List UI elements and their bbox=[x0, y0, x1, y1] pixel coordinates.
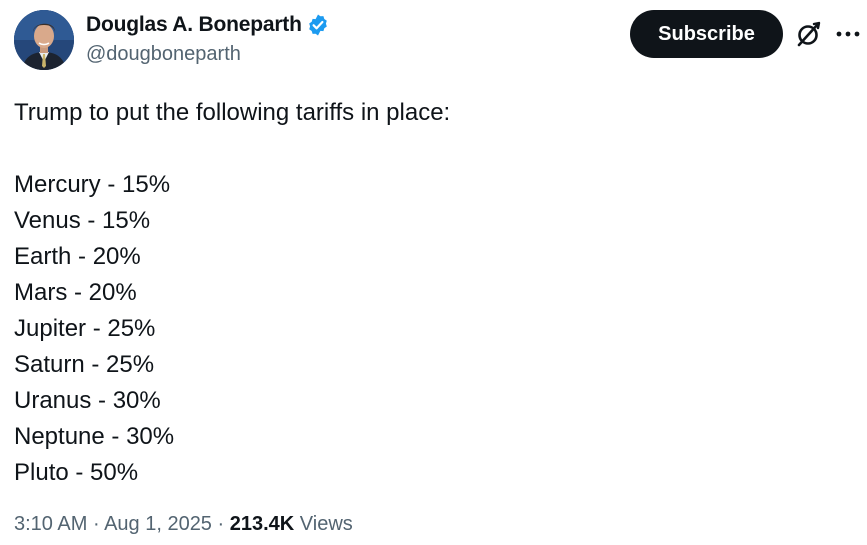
grok-icon[interactable] bbox=[795, 20, 823, 48]
tweet-text: Trump to put the following tariffs in pl… bbox=[14, 95, 854, 491]
tariff-line: Mars - 20% bbox=[14, 279, 137, 306]
tariff-line: Venus - 15% bbox=[14, 207, 151, 234]
tweet-meta: 3:10 AM · Aug 1, 2025 · 213.4K Views bbox=[14, 513, 353, 536]
views-label: Views bbox=[299, 513, 353, 535]
meta-separator: · bbox=[211, 513, 230, 535]
subscribe-button[interactable]: Subscribe bbox=[630, 10, 783, 58]
avatar[interactable] bbox=[14, 10, 74, 70]
meta-separator: · bbox=[87, 513, 105, 535]
tariff-line: Pluto - 50% bbox=[14, 459, 139, 486]
tweet-intro: Trump to put the following tariffs in pl… bbox=[14, 99, 451, 126]
tariff-line: Saturn - 25% bbox=[14, 351, 155, 378]
tweet-date[interactable]: Aug 1, 2025 bbox=[104, 513, 212, 535]
author-display-name[interactable]: Douglas A. Boneparth bbox=[86, 13, 302, 36]
views-count[interactable]: 213.4K bbox=[229, 513, 295, 535]
tariff-line: Mercury - 15% bbox=[14, 171, 171, 198]
tariff-line: Earth - 20% bbox=[14, 243, 141, 270]
tweet-blank-line bbox=[14, 131, 854, 167]
author-handle[interactable]: @dougboneparth bbox=[86, 43, 241, 65]
tariff-line: Neptune - 30% bbox=[14, 423, 175, 450]
avatar-image bbox=[14, 10, 74, 70]
verified-badge-icon[interactable] bbox=[306, 13, 330, 37]
tariff-line: Jupiter - 25% bbox=[14, 315, 156, 342]
tariff-line: Uranus - 30% bbox=[14, 387, 161, 414]
more-icon[interactable] bbox=[834, 21, 862, 47]
author-name-row: Douglas A. Boneparth bbox=[86, 12, 330, 38]
tweet-time[interactable]: 3:10 AM bbox=[14, 513, 88, 535]
